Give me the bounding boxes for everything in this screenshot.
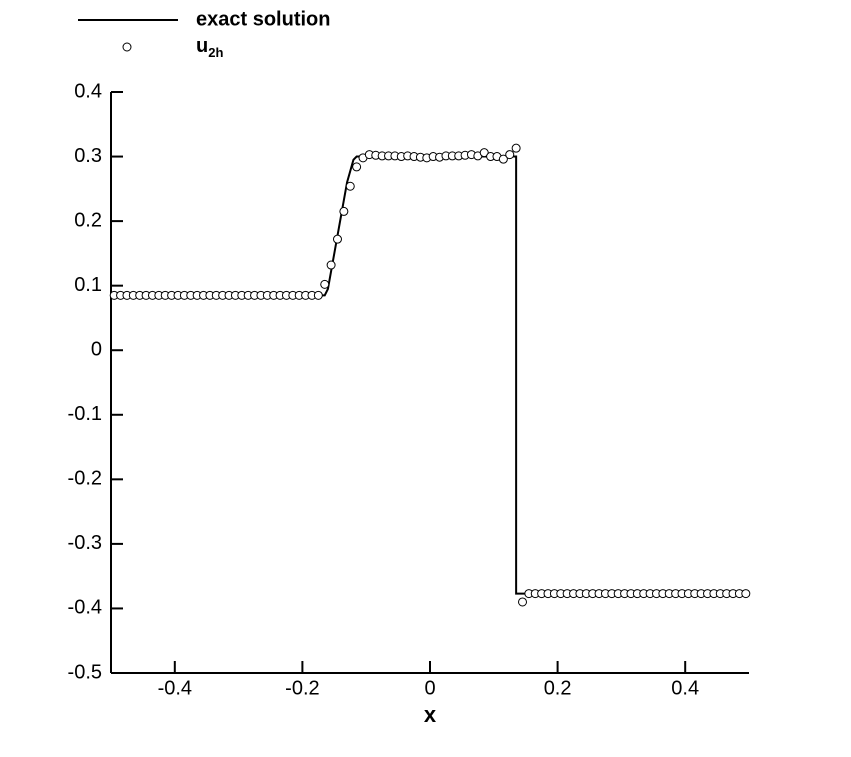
data-point	[313, 290, 323, 300]
data-point	[320, 279, 330, 289]
data-point	[511, 143, 521, 153]
data-point	[352, 162, 362, 172]
x-tick-label: 0.2	[544, 677, 572, 699]
y-tick-label: 0.4	[74, 80, 102, 102]
legend-label: exact solution	[196, 8, 330, 30]
data-point	[339, 206, 349, 216]
exact-line	[111, 155, 749, 595]
y-tick-label: -0.5	[68, 661, 102, 683]
data-point	[479, 148, 489, 158]
y-tick-label: 0	[91, 339, 102, 361]
y-tick-label: 0.1	[74, 274, 102, 296]
data-point	[326, 260, 336, 270]
data-point	[345, 181, 355, 191]
y-tick-label: 0.2	[74, 209, 102, 231]
x-tick-label: 0	[424, 677, 435, 699]
y-tick-label: -0.2	[68, 468, 102, 490]
legend-marker	[122, 42, 132, 52]
y-tick-label: -0.1	[68, 403, 102, 425]
x-tick-label: -0.4	[158, 677, 192, 699]
y-tick-label: -0.3	[68, 532, 102, 554]
x-tick-label: 0.4	[671, 677, 699, 699]
data-point	[741, 589, 751, 599]
x-axis-title: x	[424, 702, 437, 727]
legend-label: u2h	[196, 35, 223, 60]
data-point	[505, 150, 515, 160]
legend-label-main: u	[196, 35, 208, 57]
y-tick-label: 0.3	[74, 145, 102, 167]
data-point	[498, 154, 508, 164]
data-point	[332, 234, 342, 244]
y-tick-label: -0.4	[68, 597, 102, 619]
legend-label-subscript: 2h	[208, 45, 223, 60]
data-point	[518, 597, 528, 607]
x-tick-label: -0.2	[285, 677, 319, 699]
